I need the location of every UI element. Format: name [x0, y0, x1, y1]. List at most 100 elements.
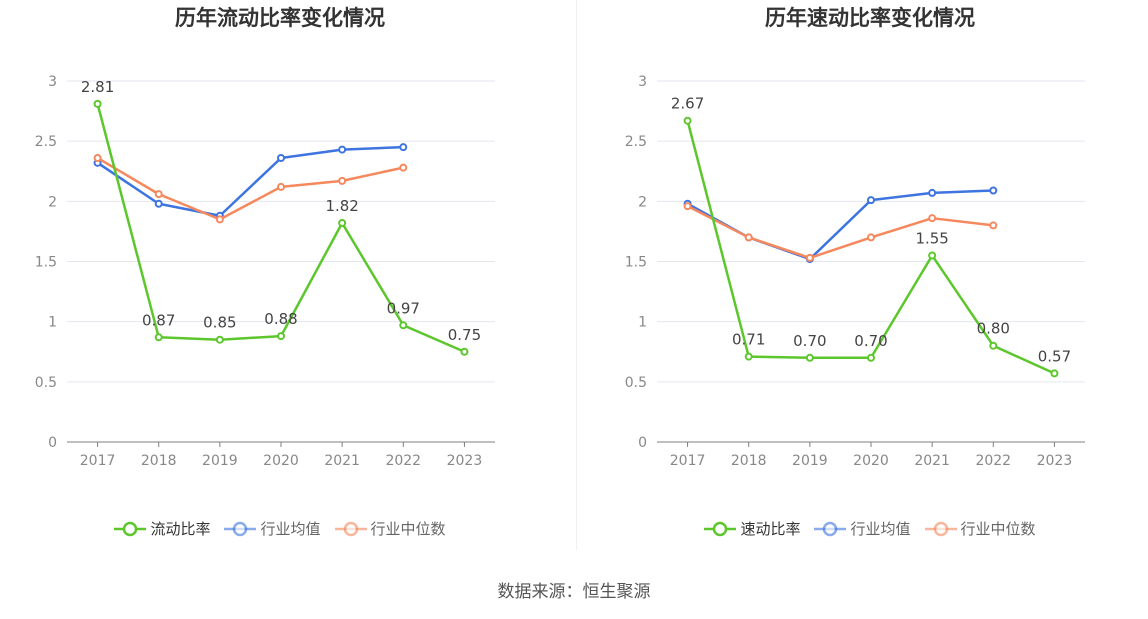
series-line-1 — [96, 145, 404, 218]
data-point[interactable] — [805, 253, 814, 262]
data-point[interactable] — [277, 154, 285, 163]
x-tick-label: 2018 — [141, 453, 177, 469]
legend-label: 速动比率 — [740, 520, 801, 538]
y-tick-label: 1.5 — [625, 255, 647, 271]
data-point[interactable] — [460, 347, 469, 356]
data-point[interactable] — [744, 352, 753, 361]
chart-legend: 流动比率 行业均值 行业中位数 — [0, 518, 560, 539]
y-tick-label: 1 — [638, 315, 647, 331]
x-tick-label: 2017 — [670, 453, 706, 469]
chart-legend: 速动比率 行业均值 行业中位数 — [590, 518, 1148, 539]
current-ratio-chart: 0 0.5 1 1.5 2 2.5 3 2017 2018 2019 2020 2021 2022 202… — [35, 74, 495, 469]
y-tick-label: 2.5 — [625, 134, 647, 150]
data-label: 2.67 — [671, 95, 704, 113]
legend-line-circle-icon — [224, 521, 257, 536]
legend-label: 行业中位数 — [370, 520, 446, 538]
y-tick-label: 2.5 — [35, 134, 57, 150]
x-tick-label: 2022 — [385, 453, 421, 469]
data-point[interactable] — [154, 190, 163, 199]
legend-line-circle-icon — [704, 521, 737, 536]
x-tick-label: 2017 — [80, 453, 116, 469]
data-point[interactable] — [1050, 369, 1059, 378]
data-label: 0.57 — [1038, 347, 1071, 365]
data-label: 0.75 — [448, 326, 481, 344]
data-point[interactable] — [338, 218, 347, 227]
legend-line-circle-icon — [814, 521, 847, 536]
data-point[interactable] — [805, 353, 814, 362]
legend-label: 流动比率 — [150, 520, 211, 538]
data-label: 0.85 — [203, 314, 236, 332]
data-label: 0.80 — [977, 320, 1010, 338]
y-tick-label: 0 — [48, 435, 57, 451]
data-point[interactable] — [867, 353, 875, 362]
y-tick-label: 2 — [638, 194, 647, 210]
legend-line-circle-icon — [334, 521, 367, 536]
y-tick-label: 3 — [638, 74, 647, 90]
legend-item-2[interactable]: 行业中位数 — [334, 518, 446, 539]
legend-item-1[interactable]: 行业均值 — [224, 518, 321, 539]
data-point[interactable] — [928, 188, 937, 197]
y-tick-label: 0.5 — [625, 375, 647, 391]
x-tick-label: 2019 — [792, 453, 828, 469]
quick-ratio-chart: 0 0.5 1 1.5 2 2.5 3 2017 2018 2019 2020 2021 2022 202… — [625, 74, 1085, 469]
legend-label: 行业均值 — [260, 520, 321, 538]
x-tick-label: 2021 — [324, 453, 360, 469]
data-point[interactable] — [683, 202, 692, 211]
y-tick-label: 0.5 — [35, 375, 57, 391]
y-tick-label: 1.5 — [35, 255, 57, 271]
legend-line-circle-icon — [924, 521, 957, 536]
data-point[interactable] — [215, 335, 224, 344]
data-point[interactable] — [399, 143, 408, 152]
data-point[interactable] — [277, 182, 285, 191]
legend-item-2[interactable]: 行业中位数 — [924, 518, 1036, 539]
data-point[interactable] — [399, 321, 408, 330]
y-tick-label: 0 — [638, 435, 647, 451]
data-point[interactable] — [867, 196, 875, 205]
data-point[interactable] — [867, 233, 875, 242]
x-tick-label: 2021 — [914, 453, 950, 469]
legend-item-1[interactable]: 行业均值 — [814, 518, 911, 539]
data-point[interactable] — [928, 251, 937, 260]
data-point[interactable] — [928, 214, 937, 223]
data-point[interactable] — [93, 154, 102, 163]
x-tick-label: 2023 — [447, 453, 483, 469]
quick-ratio-chart-panel: 历年速动比率变化情况 0 0.5 1 1.5 2 2.5 3 2017 2018 2019 2020… — [590, 0, 1148, 560]
data-point[interactable] — [989, 341, 998, 350]
series-line-2 — [96, 156, 404, 221]
series-line-2 — [687, 205, 994, 260]
data-point[interactable] — [154, 199, 163, 208]
data-point[interactable] — [399, 163, 408, 172]
legend-label: 行业中位数 — [960, 520, 1036, 538]
data-label: 0.88 — [264, 310, 297, 328]
data-point[interactable] — [93, 99, 102, 108]
legend-item-0[interactable]: 流动比率 — [114, 518, 210, 539]
chart-title: 历年速动比率变化情况 — [765, 6, 975, 30]
y-tick-label: 3 — [48, 74, 57, 90]
data-label: 1.55 — [915, 229, 948, 247]
chart-title: 历年流动比率变化情况 — [175, 6, 385, 30]
x-tick-label: 2022 — [975, 453, 1011, 469]
x-tick-label: 2020 — [853, 453, 889, 469]
x-tick-label: 2023 — [1037, 453, 1073, 469]
current-ratio-chart-panel: 历年流动比率变化情况 0 0.5 1 1.5 2 2.5 3 2017 2018 2019 2020… — [0, 0, 574, 560]
data-label: 0.70 — [793, 332, 826, 350]
data-label: 2.81 — [81, 78, 114, 96]
data-point[interactable] — [215, 215, 224, 224]
legend-item-0[interactable]: 速动比率 — [704, 518, 800, 539]
data-point[interactable] — [277, 332, 285, 341]
data-label: 0.70 — [854, 332, 887, 350]
data-point[interactable] — [154, 333, 163, 342]
data-label: 0.87 — [142, 311, 175, 329]
data-point[interactable] — [989, 186, 998, 195]
panel-divider — [576, 0, 577, 550]
data-point[interactable] — [338, 145, 347, 154]
data-label: 0.71 — [732, 331, 765, 349]
data-point[interactable] — [989, 221, 998, 230]
data-label: 0.97 — [387, 299, 420, 317]
data-point[interactable] — [744, 233, 753, 242]
data-point[interactable] — [338, 176, 347, 185]
legend-label: 行业均值 — [850, 520, 911, 538]
data-point[interactable] — [683, 116, 692, 125]
x-tick-label: 2019 — [202, 453, 238, 469]
y-tick-label: 1 — [48, 315, 57, 331]
